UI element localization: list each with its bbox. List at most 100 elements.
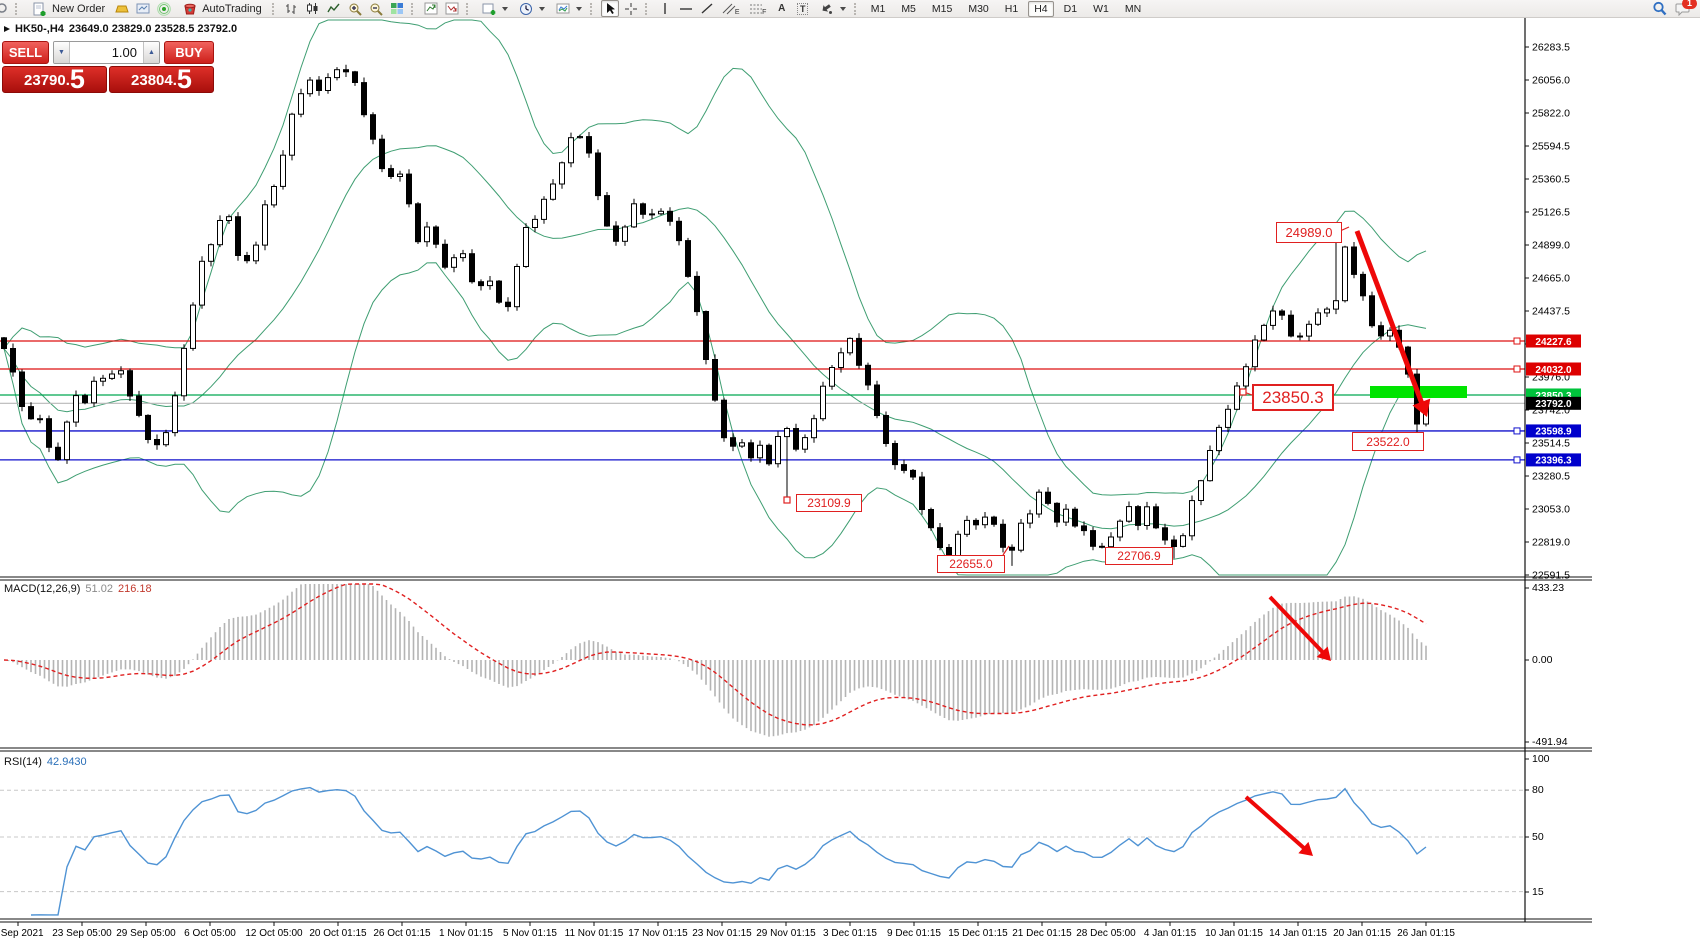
new-order-label: New Order: [52, 2, 106, 15]
macd-signal-line: [3, 583, 1427, 726]
volume-decrease-button[interactable]: ▼: [54, 42, 70, 63]
crosshair-tool-icon[interactable]: [622, 0, 640, 17]
notifications-icon[interactable]: 1: [1674, 0, 1697, 17]
autotrading-button[interactable]: AutoTrading: [176, 0, 267, 17]
candle-body: [253, 244, 259, 262]
candle-body: [1261, 324, 1267, 341]
price-annotation: 23109.9: [796, 494, 862, 512]
sell-price-main: 23790.: [24, 72, 70, 89]
templates-button[interactable]: [551, 0, 585, 17]
timeframe-mn[interactable]: MN: [1124, 2, 1142, 15]
price-tick-label: 23053.0: [1532, 504, 1570, 516]
sell-price[interactable]: 23790. 5: [2, 66, 107, 93]
candle-body: [190, 304, 196, 349]
candle-body: [1207, 450, 1213, 482]
cursor-tool-icon[interactable]: [600, 0, 619, 17]
price-annotation: 22706.9: [1105, 547, 1173, 565]
candle-body: [433, 226, 439, 245]
candle-body: [181, 347, 187, 397]
candle-body: [730, 437, 736, 447]
candle-body: [451, 257, 457, 268]
candle-body: [1180, 535, 1186, 547]
candle-body: [766, 444, 772, 465]
trendline-tool-icon[interactable]: [698, 0, 716, 17]
timeframe-m30[interactable]: M30: [968, 2, 989, 15]
arrows-tool-button[interactable]: [815, 0, 849, 17]
candle-body: [1027, 513, 1033, 524]
profile-chart-icon-2[interactable]: [443, 0, 461, 17]
buy-price-big-digit: 5: [176, 64, 192, 94]
gold-bar-icon[interactable]: [113, 0, 131, 17]
toolbar-grip: [15, 2, 21, 15]
candle-body: [1324, 308, 1330, 314]
vertical-line-tool-icon[interactable]: [656, 0, 674, 17]
timeframe-m15[interactable]: M15: [931, 2, 953, 15]
timeframe-m5[interactable]: M5: [901, 2, 916, 15]
timeframe-w1[interactable]: W1: [1093, 2, 1109, 15]
timeframe-d1[interactable]: D1: [1063, 2, 1078, 15]
candle-body: [316, 79, 322, 91]
price-tag-text: 24032.0: [1535, 365, 1572, 376]
toolbar-grip: [589, 2, 596, 15]
fibonacci-tool-icon[interactable]: F: [746, 0, 770, 17]
candle-body: [154, 439, 160, 446]
candle-body: [577, 136, 583, 139]
new-chart-button[interactable]: [477, 0, 511, 17]
buy-price[interactable]: 23804. 5: [109, 66, 214, 93]
candle-body: [217, 220, 223, 246]
volume-value[interactable]: 1.00: [111, 45, 137, 60]
candle-body: [343, 69, 349, 73]
label-tool-letter: T: [796, 2, 809, 15]
candle-body: [739, 442, 745, 447]
time-label: 20 Jan 01:15: [1333, 928, 1391, 939]
zoom-out-icon[interactable]: [367, 0, 385, 17]
candle-body: [1234, 385, 1240, 410]
price-tick-label: 26283.5: [1532, 42, 1570, 54]
search-icon[interactable]: [1650, 0, 1668, 17]
candle-body: [73, 395, 79, 423]
candle-body: [1153, 506, 1159, 529]
period-button[interactable]: [514, 0, 548, 17]
bar-chart-icon[interactable]: [283, 0, 301, 17]
profile-chart-icon[interactable]: [422, 0, 440, 17]
volume-increase-button[interactable]: ▲: [143, 42, 159, 63]
price-tick-label: 24899.0: [1532, 240, 1570, 252]
tile-windows-icon[interactable]: [388, 0, 406, 17]
candle-body: [1000, 523, 1006, 548]
timeframe-h4[interactable]: H4: [1028, 0, 1054, 17]
history-window-icon[interactable]: [134, 0, 152, 17]
rsi-indicator-label: RSI(14) 42.9430: [4, 756, 87, 768]
candle-body: [721, 399, 727, 439]
time-label: 5 Nov 01:15: [503, 928, 557, 939]
buy-button[interactable]: BUY: [164, 41, 214, 64]
channel-tool-icon[interactable]: E: [719, 0, 743, 17]
bollinger-bands: [3, 19, 1427, 576]
horizontal-line-tool-icon[interactable]: [677, 0, 695, 17]
candlestick-chart-icon[interactable]: [304, 0, 322, 17]
price-tag: [1526, 334, 1581, 348]
line-chart-icon[interactable]: [325, 0, 343, 17]
time-label: 12 Oct 05:00: [245, 928, 303, 939]
bb-lower-band: [3, 262, 1427, 576]
timeframe-m1[interactable]: M1: [870, 2, 886, 15]
candle-body: [793, 428, 799, 450]
sell-button[interactable]: SELL: [2, 41, 49, 64]
candle-body: [478, 281, 484, 287]
zoom-in-icon[interactable]: [346, 0, 364, 17]
text-label-tool-icon[interactable]: T: [794, 0, 812, 17]
candle-body: [361, 82, 367, 116]
signal-icon[interactable]: [155, 0, 173, 17]
dropdown-caret: [538, 6, 545, 11]
text-tool-icon[interactable]: A: [773, 0, 791, 17]
clipped-toolbar-icon[interactable]: [0, 0, 10, 17]
macd-name: MACD(12,26,9): [4, 583, 81, 595]
timeframe-h1[interactable]: H1: [1004, 2, 1019, 15]
toolbar-grip: [271, 2, 278, 15]
candle-body: [496, 280, 502, 303]
trend-arrow-head: [1316, 646, 1331, 661]
new-order-button[interactable]: New Order: [26, 0, 110, 17]
candle-body: [829, 367, 835, 387]
time-label: 23 Nov 01:15: [692, 928, 752, 939]
price-tick-label: 26056.0: [1532, 75, 1570, 87]
